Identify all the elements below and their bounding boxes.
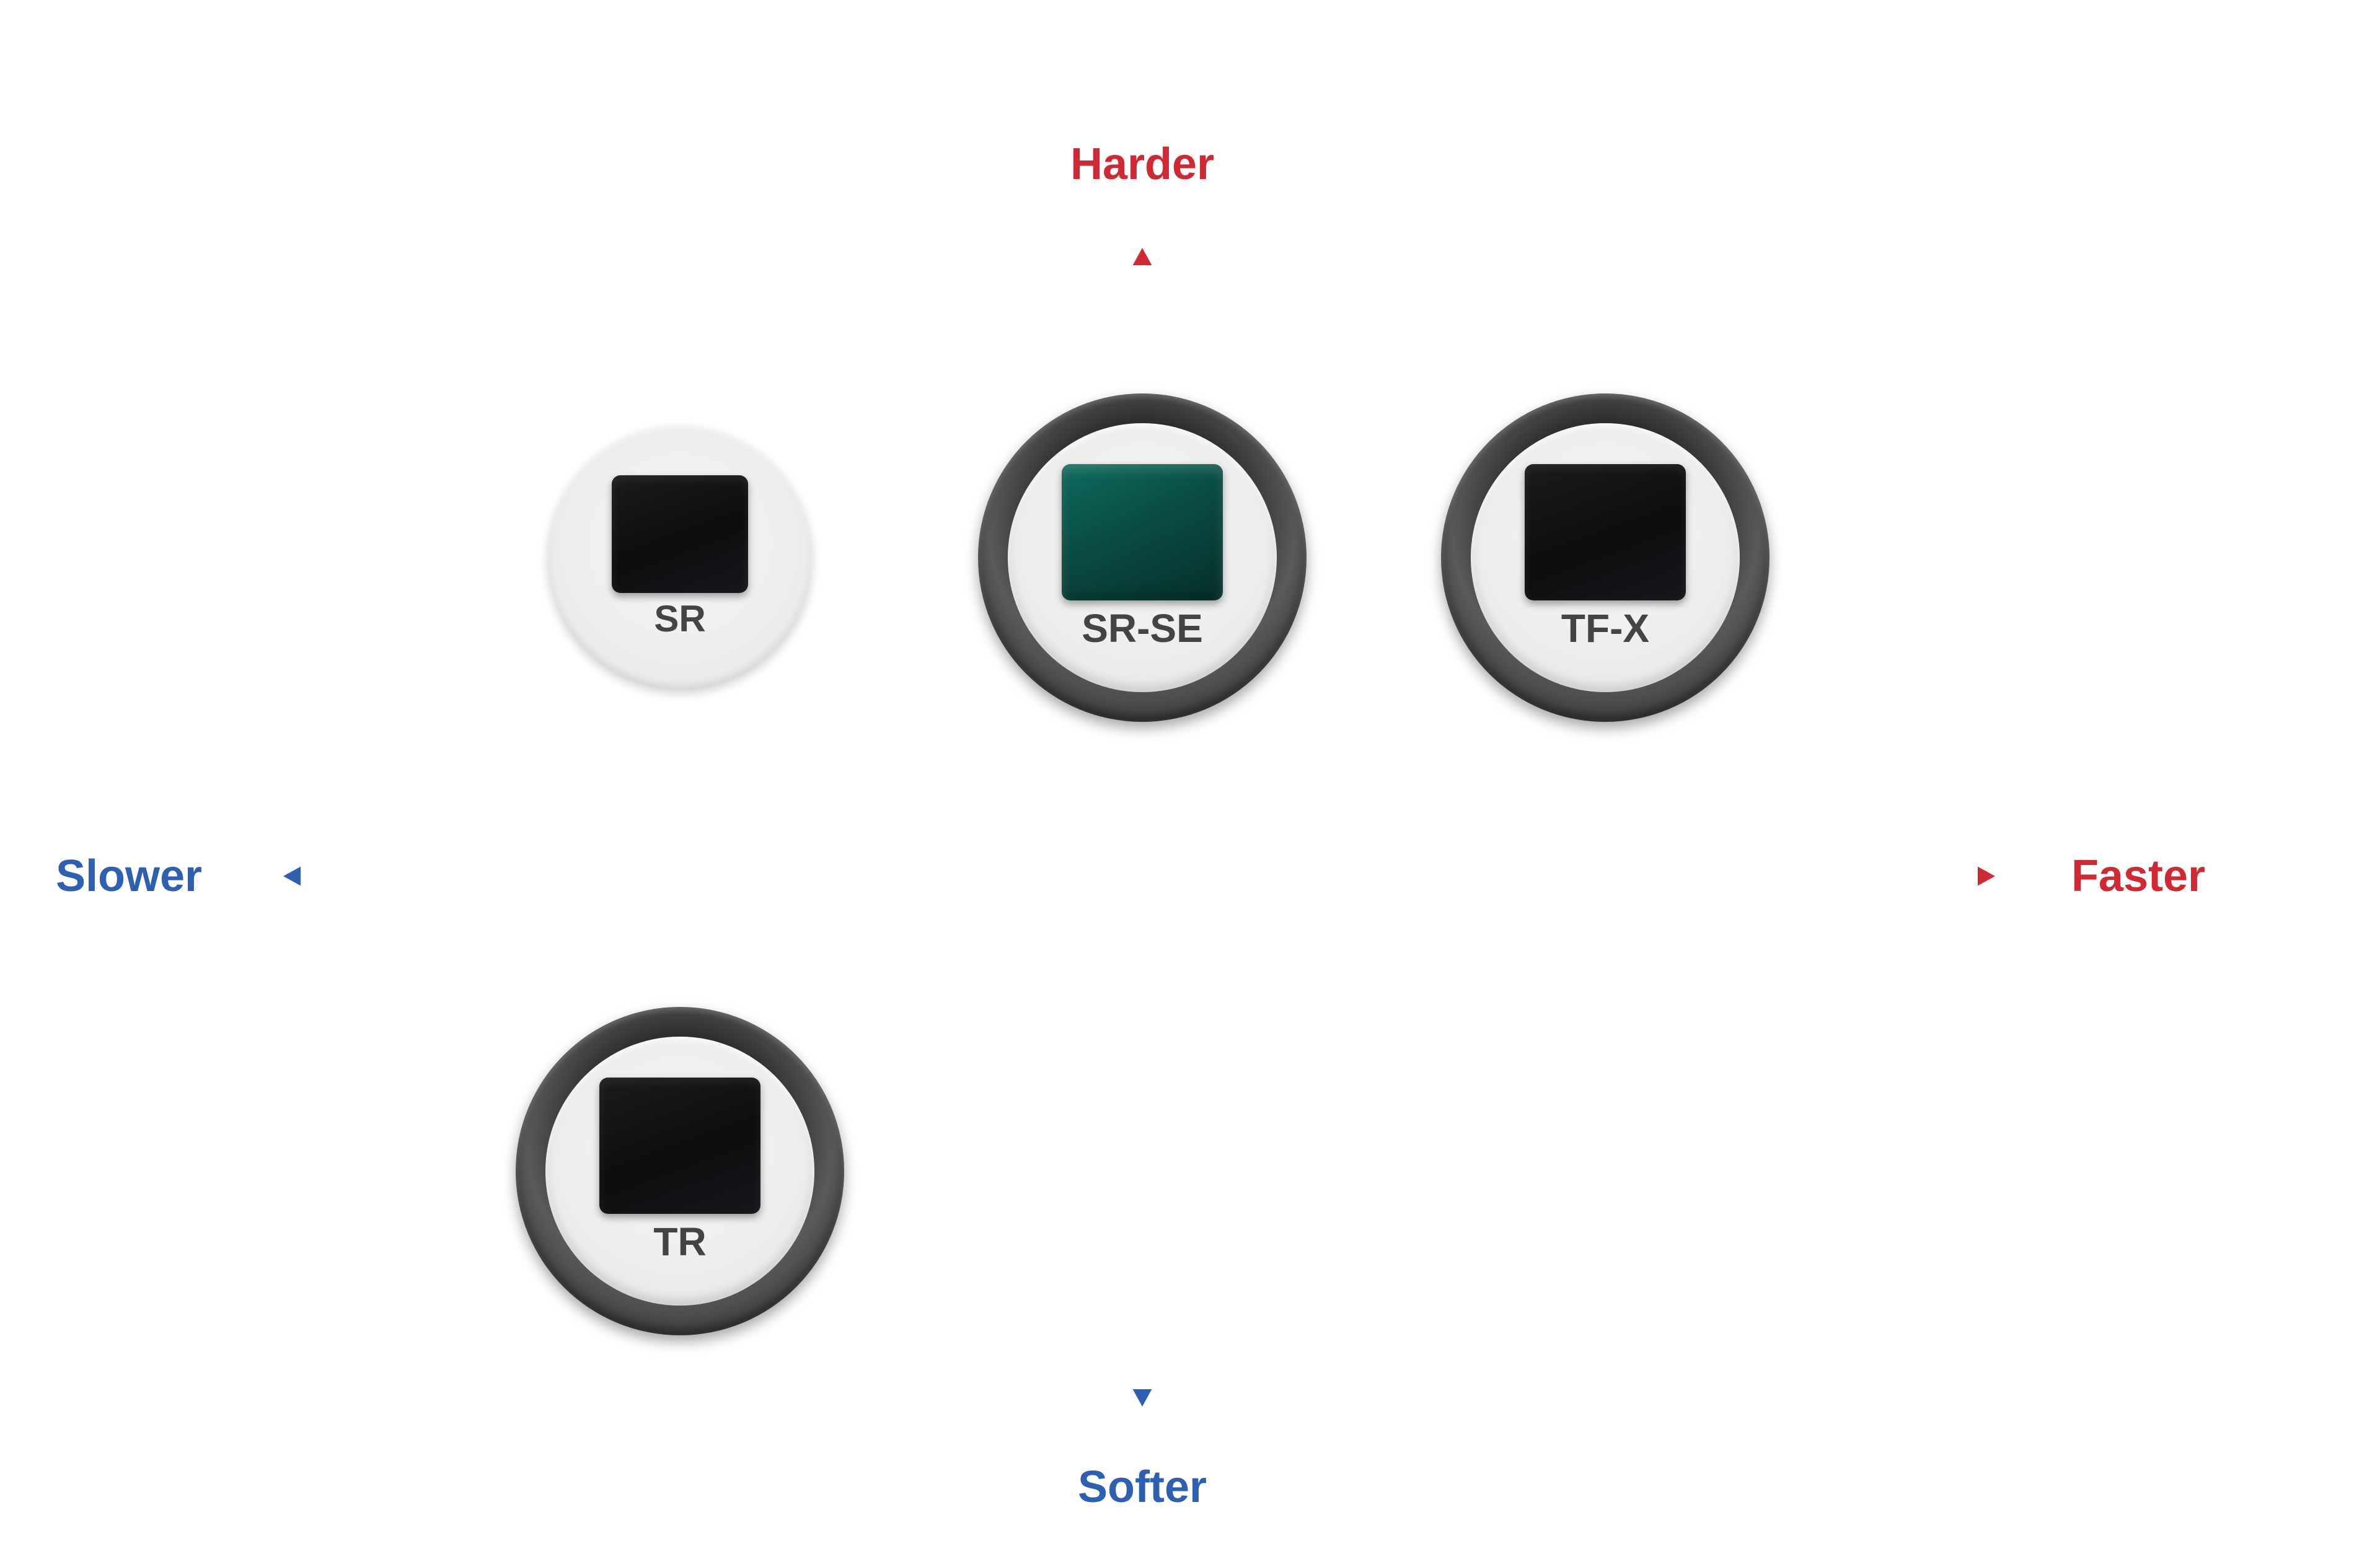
node-ring: TR [516, 1007, 844, 1335]
arrow-left-icon [283, 867, 301, 886]
mousepad-icon [1525, 464, 1686, 600]
axis-label-bottom: Softer [1078, 1462, 1207, 1513]
mousepad-icon [1062, 464, 1223, 600]
node-ring: SR [547, 424, 813, 691]
arrow-right-icon [1978, 867, 1995, 886]
mousepad-icon [599, 1078, 760, 1214]
node-label: TF-X [1561, 605, 1649, 651]
node-tf-x: TF-X [1441, 393, 1770, 722]
node-label: SR-SE [1082, 605, 1203, 651]
mousepad-icon [612, 475, 748, 593]
arrow-up-icon [1133, 248, 1152, 265]
arrow-down-icon [1133, 1389, 1152, 1407]
node-ring: TF-X [1441, 393, 1770, 722]
axis-label-top: Harder [1070, 139, 1214, 190]
node-sr-se: SR-SE [978, 393, 1307, 722]
node-ring: SR-SE [978, 393, 1307, 722]
quadrant-diagram: Harder Softer Slower Faster SR SR-SE TF-… [0, 0, 2380, 1559]
node-label: TR [653, 1219, 706, 1265]
node-tr: TR [516, 1007, 844, 1335]
axis-label-left: Slower [56, 851, 202, 902]
node-label: SR [654, 597, 705, 640]
node-sr: SR [547, 424, 813, 691]
axis-label-right: Faster [2071, 851, 2205, 902]
axes-svg [0, 0, 2380, 1559]
